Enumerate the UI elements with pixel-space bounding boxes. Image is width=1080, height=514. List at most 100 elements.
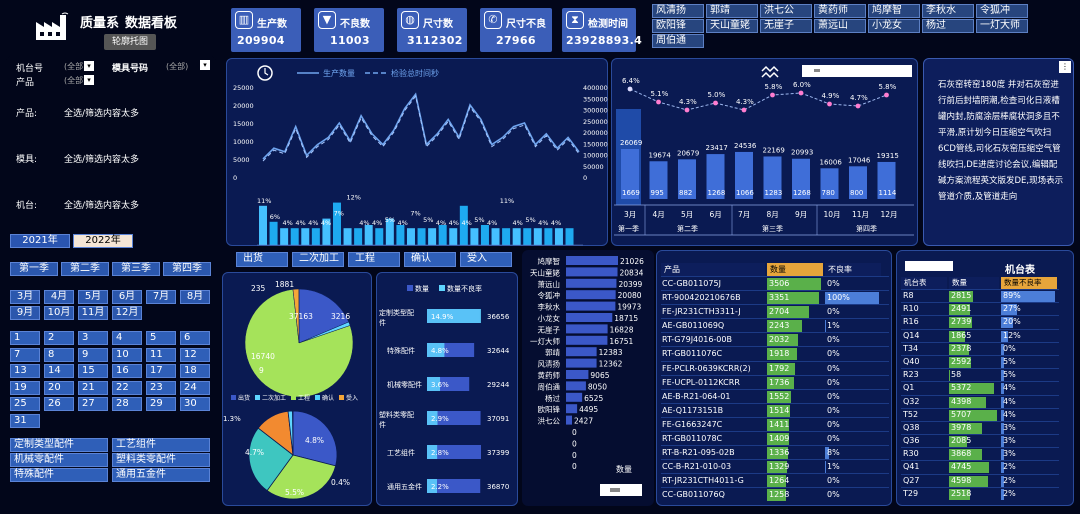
machine-table-header-cell[interactable]: 机台表 <box>901 277 947 289</box>
quarter-button[interactable]: 第一季 <box>10 262 58 276</box>
machine-table-row[interactable]: R10 2491 27% <box>901 302 1059 316</box>
process-button[interactable]: 确认 <box>404 252 456 267</box>
category-button[interactable]: 塑料类零配件 <box>112 453 210 467</box>
mold-filter-value[interactable]: (全部) <box>166 62 189 71</box>
machine-table-row[interactable]: Q40 2592 5% <box>901 354 1059 368</box>
day-button[interactable]: 11 <box>146 347 176 362</box>
product-table-row[interactable]: CC-B-R21-010-03 1329 1% <box>661 459 889 474</box>
day-button[interactable]: 19 <box>10 380 40 395</box>
product-table-row[interactable]: AE-B-R21-064-01 1552 0% <box>661 388 889 403</box>
machine-table-row[interactable]: R8 2815 89% <box>901 289 1059 302</box>
category-button[interactable]: 通用五金件 <box>112 468 210 482</box>
machine-table-row[interactable]: Q38 3978 3% <box>901 420 1059 434</box>
process-button[interactable]: 出货 <box>236 252 288 267</box>
day-button[interactable]: 20 <box>44 380 74 395</box>
day-button[interactable]: 4 <box>112 331 142 345</box>
process-button[interactable]: 工程 <box>348 252 400 267</box>
product-table-header-cell[interactable]: 产品 <box>661 263 765 276</box>
machine-filter-dropdown[interactable]: ▾ <box>84 61 94 71</box>
month-button[interactable]: 10月 <box>44 306 74 320</box>
day-button[interactable]: 26 <box>44 397 74 411</box>
name-filter-item[interactable]: 周伯通 <box>652 34 704 48</box>
product-filter-value[interactable]: (全部) <box>64 76 87 85</box>
category-button[interactable]: 机械零配件 <box>10 453 108 467</box>
day-button[interactable]: 5 <box>146 331 176 345</box>
day-button[interactable]: 30 <box>180 397 210 411</box>
day-button[interactable]: 2 <box>44 331 74 345</box>
category-button[interactable]: 特殊配件 <box>10 468 108 482</box>
day-button[interactable]: 23 <box>146 380 176 395</box>
product-table-row[interactable]: FE-UCPL-0112KCRR 1736 0% <box>661 374 889 389</box>
category-button[interactable]: 工艺组件 <box>112 438 210 452</box>
name-filter-item[interactable]: 郭靖 <box>706 4 758 18</box>
day-button[interactable]: 22 <box>112 380 142 395</box>
product-table-header-cell[interactable]: 数量 <box>767 263 823 276</box>
product-table-row[interactable]: CC-GB011076Q 1258 0% <box>661 487 889 502</box>
name-filter-item[interactable]: 鸠摩智 <box>868 4 920 18</box>
day-button[interactable]: 27 <box>78 397 108 411</box>
name-filter-item[interactable]: 风清扬 <box>652 4 704 18</box>
product-filter-dropdown[interactable]: ▾ <box>84 75 94 85</box>
machine-table-row[interactable]: Q36 2085 3% <box>901 434 1059 448</box>
product-table-row[interactable]: RT-GB011076C 1918 0% <box>661 346 889 361</box>
name-filter-item[interactable]: 黄药师 <box>814 4 866 18</box>
name-filter-item[interactable]: 萧远山 <box>814 19 866 33</box>
day-button[interactable]: 28 <box>112 397 142 411</box>
quarter-button[interactable]: 第三季 <box>112 262 160 276</box>
machine-table-filter[interactable] <box>905 261 953 271</box>
mold-filter-dropdown[interactable]: ▾ <box>200 60 210 70</box>
year-2021-button[interactable]: 2021年 <box>10 234 70 248</box>
product-table-row[interactable]: CC-GB011075J 3506 0% <box>661 276 889 290</box>
machine-table-row[interactable]: T29 2518 2% <box>901 486 1059 500</box>
machine-table-header-cell[interactable]: 数量不良率 <box>1001 277 1057 289</box>
product-table-row[interactable]: AE-Q1173151B 1514 0% <box>661 402 889 417</box>
year-2022-button[interactable]: 2022年 <box>73 234 133 248</box>
name-filter-item[interactable]: 天山童姥 <box>706 19 758 33</box>
profile-button[interactable]: 轮廓托图 <box>104 34 156 50</box>
machine-table-row[interactable]: Q32 4398 4% <box>901 394 1059 408</box>
name-filter-item[interactable]: 一灯大师 <box>976 19 1028 33</box>
name-filter-item[interactable]: 令狐冲 <box>976 4 1028 18</box>
day-button[interactable]: 18 <box>180 364 210 378</box>
machine-table-row[interactable]: R16 2739 20% <box>901 315 1059 329</box>
day-button[interactable]: 10 <box>112 347 142 362</box>
day-button[interactable]: 15 <box>78 364 108 378</box>
name-filter-item[interactable]: 小龙女 <box>868 19 920 33</box>
name-filter-item[interactable]: 无崖子 <box>760 19 812 33</box>
machine-table-row[interactable]: T52 5707 4% <box>901 407 1059 421</box>
day-button[interactable]: 24 <box>180 380 210 395</box>
product-table-header-cell[interactable]: 不良率 <box>825 263 881 276</box>
name-filter-item[interactable]: 洪七公 <box>760 4 812 18</box>
month-button[interactable]: 9月 <box>10 306 40 320</box>
day-button[interactable]: 7 <box>10 347 40 362</box>
day-button[interactable]: 6 <box>180 331 210 345</box>
process-button[interactable]: 受入 <box>460 252 512 267</box>
day-button[interactable]: 8 <box>44 347 74 362</box>
month-button[interactable]: 11月 <box>78 306 108 320</box>
day-button[interactable]: 13 <box>10 364 40 378</box>
quarter-button[interactable]: 第四季 <box>163 262 211 276</box>
day-button[interactable]: 21 <box>78 380 108 395</box>
day-button[interactable]: 31 <box>10 413 40 428</box>
machine-table-header-cell[interactable]: 数量 <box>949 277 999 289</box>
name-filter-item[interactable]: 欧阳锋 <box>652 19 704 33</box>
machine-table-row[interactable]: Q27 4598 2% <box>901 473 1059 487</box>
product-table-row[interactable]: RT-JR231CTH4011-G 1264 0% <box>661 473 889 488</box>
product-table-row[interactable]: FE-JR231CTH3311-J 2704 0% <box>661 304 889 319</box>
day-button[interactable]: 3 <box>78 331 108 345</box>
product-table-row[interactable]: RT-G79J4016-00B 2032 0% <box>661 332 889 347</box>
category-button[interactable]: 定制类型配件 <box>10 438 108 452</box>
month-button[interactable]: 8月 <box>180 290 210 304</box>
product-table-row[interactable]: RT-GB011078C 1409 0% <box>661 431 889 446</box>
product-table-row[interactable]: AE-GB011069Q 2243 1% <box>661 318 889 333</box>
machine-table-row[interactable]: R23 58 5% <box>901 368 1059 382</box>
month-button[interactable]: 12月 <box>112 306 142 320</box>
month-button[interactable]: 4月 <box>44 290 74 304</box>
day-button[interactable]: 16 <box>112 364 142 378</box>
month-button[interactable]: 3月 <box>10 290 40 304</box>
machine-table-row[interactable]: Q14 1865 12% <box>901 328 1059 342</box>
name-filter-item[interactable]: 杨过 <box>922 19 974 33</box>
quarter-button[interactable]: 第二季 <box>61 262 109 276</box>
day-button[interactable]: 17 <box>146 364 176 378</box>
machine-table-row[interactable]: T34 2378 0% <box>901 341 1059 355</box>
